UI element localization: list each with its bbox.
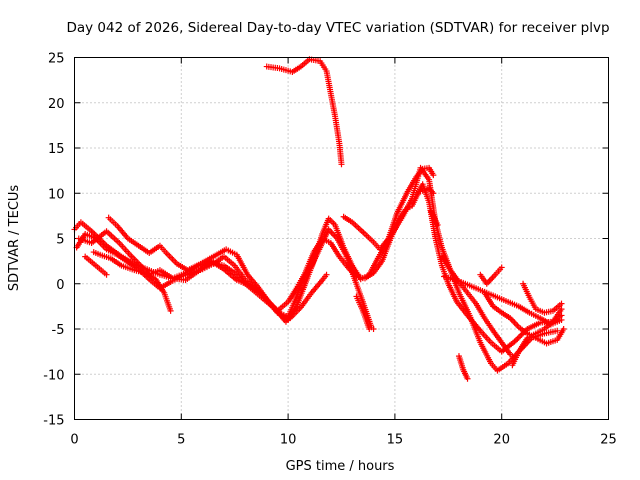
y-axis-label: SDTVAR / TECUs — [7, 185, 22, 292]
y-tick-label: 10 — [48, 187, 65, 202]
y-tick-label: -15 — [43, 414, 64, 429]
data-points — [71, 56, 567, 382]
chart-title: Day 042 of 2026, Sidereal Day-to-day VTE… — [66, 20, 609, 36]
data-point — [554, 327, 561, 334]
data-point — [323, 271, 330, 278]
y-tick-label: 0 — [56, 278, 64, 293]
data-point — [434, 221, 441, 228]
data-point — [430, 190, 437, 197]
data-point — [514, 335, 521, 342]
x-tick-label: 10 — [280, 433, 297, 448]
y-tick-label: 25 — [48, 52, 65, 67]
y-tick-label: 5 — [56, 233, 64, 248]
y-tick-label: -10 — [43, 368, 64, 383]
x-tick-label: 25 — [600, 433, 617, 448]
x-axis-label: GPS time / hours — [286, 459, 395, 474]
x-tick-label: 15 — [387, 433, 404, 448]
data-point — [558, 300, 565, 307]
plot-frame — [74, 57, 609, 420]
data-point — [430, 172, 437, 179]
x-tick-label: 0 — [70, 433, 78, 448]
y-tick-label: 20 — [48, 97, 65, 112]
y-tick-label: 15 — [48, 142, 65, 157]
data-point — [509, 353, 516, 360]
data-point — [90, 229, 97, 236]
data-point — [558, 316, 565, 323]
data-point — [103, 271, 110, 278]
x-tick-label: 5 — [177, 433, 185, 448]
x-tick-label: 20 — [493, 433, 510, 448]
data-point — [498, 264, 505, 271]
y-tick-label: -5 — [52, 323, 65, 338]
data-point — [167, 307, 174, 314]
data-point — [338, 161, 345, 168]
data-point — [517, 333, 524, 340]
data-point — [560, 326, 567, 332]
data-point — [558, 306, 565, 313]
data-point — [515, 334, 522, 341]
data-point — [464, 375, 471, 382]
axis-ticks: 0 5 10 15 20 25 -15 -10 -5 0 5 10 15 20 25 — [43, 52, 617, 448]
data-point — [366, 326, 373, 332]
